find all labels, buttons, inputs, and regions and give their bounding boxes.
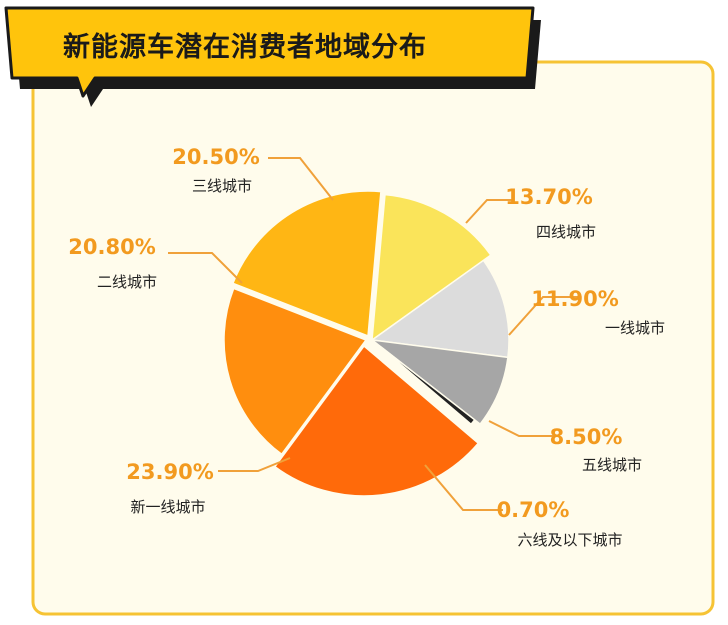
- data-labels: 11.90% 一线城市 8.50% 五线城市 0.70% 六线及以下城市 23.90% 新一线…: [68, 145, 665, 549]
- data-label-category: 三线城市: [192, 177, 252, 195]
- data-label-category: 新一线城市: [130, 498, 205, 516]
- pie-slice: [371, 339, 509, 425]
- title-banner-bg: [4, 6, 535, 98]
- pie-slice: [371, 259, 510, 359]
- leader-line: [268, 157, 334, 201]
- data-label-value: 20.50%: [172, 145, 259, 169]
- pie-slice: [371, 339, 476, 425]
- data-label-category: 一线城市: [605, 319, 665, 337]
- data-label-value: 20.80%: [68, 235, 155, 259]
- data-label-value: 8.50%: [550, 425, 623, 449]
- leader-lines: [168, 157, 578, 511]
- pie-slice: [371, 193, 492, 341]
- title-banner: 新能源车潜在消费者地域分布: [4, 6, 541, 107]
- leader-line: [508, 296, 578, 336]
- leader-line: [218, 457, 291, 472]
- chart-title: 新能源车潜在消费者地域分布: [63, 31, 427, 63]
- data-label-value: 13.70%: [505, 185, 592, 209]
- data-label-category: 六线及以下城市: [517, 531, 622, 549]
- data-label-value: 0.70%: [497, 498, 570, 522]
- data-label-category: 四线城市: [536, 223, 596, 241]
- leader-line: [424, 464, 503, 511]
- pie-slice: [274, 345, 479, 497]
- data-label-category: 五线城市: [582, 456, 642, 474]
- pie-slices: [223, 190, 510, 497]
- pie-slice: [223, 287, 367, 455]
- data-label-value: 23.90%: [126, 460, 213, 484]
- pie-slice: [232, 190, 382, 337]
- data-label-value: 11.90%: [531, 287, 618, 311]
- leader-line: [465, 199, 514, 224]
- leader-line: [168, 252, 243, 284]
- data-label-category: 二线城市: [97, 273, 157, 291]
- leader-line: [488, 420, 555, 437]
